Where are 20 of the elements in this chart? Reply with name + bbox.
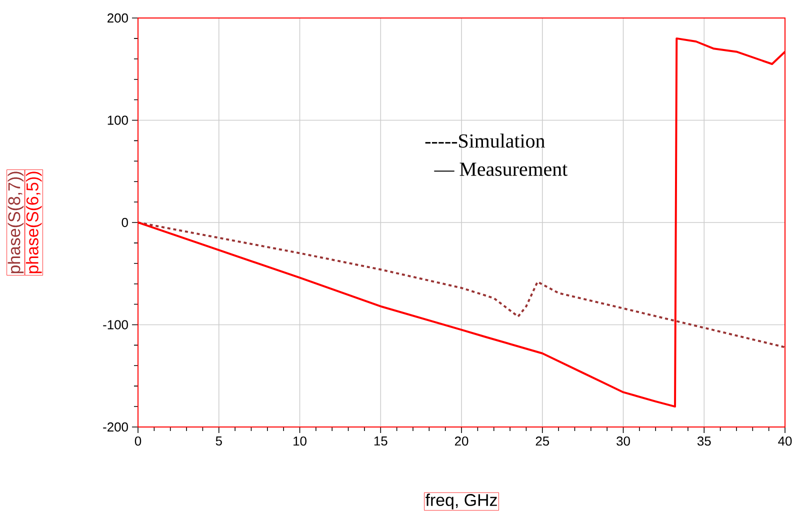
x-tick-label: 35 xyxy=(697,436,711,446)
annotation: -----Simulation xyxy=(425,134,545,148)
x-tick-label: 0 xyxy=(134,436,142,446)
x-tick-label: 20 xyxy=(454,436,468,446)
y-tick-label: 0 xyxy=(122,218,128,228)
y-tick-label: 200 xyxy=(108,13,128,23)
text: phase(S(6,5)) xyxy=(26,172,42,274)
x-tick-label: 5 xyxy=(216,436,222,446)
y-axis-title: phase(S(8,7)) xyxy=(8,172,24,274)
x-tick-label: 30 xyxy=(616,436,630,446)
line-series xyxy=(137,221,786,348)
x-tick-label: 40 xyxy=(778,436,792,446)
x-tick-label: 10 xyxy=(294,436,306,446)
y-tick-label: -200 xyxy=(103,422,128,432)
x-tick-label: 25 xyxy=(536,436,550,446)
x-tick-label: 15 xyxy=(374,436,388,446)
x-axis-title: freq, GHz xyxy=(426,494,497,510)
y-tick-label: -100 xyxy=(103,320,128,330)
annotation: — Measurement xyxy=(434,162,568,176)
y-tick-label: 100 xyxy=(108,116,128,125)
